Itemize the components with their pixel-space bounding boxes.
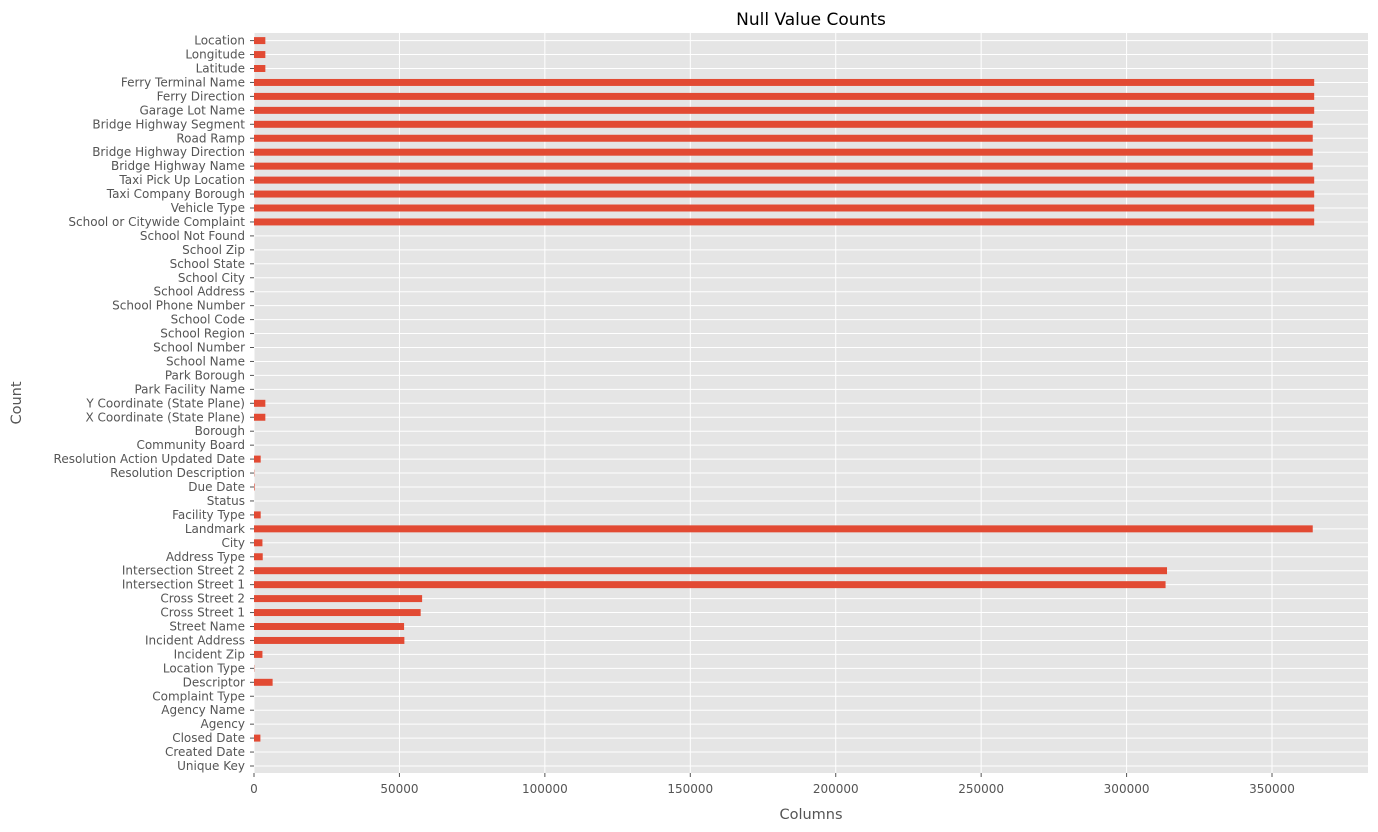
bar-landmark	[254, 525, 1313, 533]
y-tick-label-unique-key: Unique Key	[177, 759, 245, 773]
bar-cross-street-2	[254, 595, 423, 603]
bar-school-or-citywide-complaint	[254, 218, 1315, 226]
y-tick-label-school-address: School Address	[154, 285, 245, 299]
y-tick-label-cross-street-2: Cross Street 2	[160, 592, 245, 606]
bar-location	[254, 37, 266, 45]
bar-bridge-highway-direction	[254, 148, 1313, 156]
bar-ferry-direction	[254, 92, 1315, 100]
x-tick-label: 50000	[380, 782, 418, 796]
bar-facility-type	[254, 511, 261, 519]
y-tick-label-x-coordinate-state-plane: X Coordinate (State Plane)	[86, 410, 246, 424]
bar-bridge-highway-segment	[254, 120, 1313, 128]
y-tick-label-resolution-description: Resolution Description	[110, 466, 245, 480]
y-tick-label-taxi-company-borough: Taxi Company Borough	[106, 187, 245, 201]
y-tick-label-garage-lot-name: Garage Lot Name	[140, 103, 246, 117]
bar-address-type	[254, 553, 263, 561]
y-tick-label-incident-zip: Incident Zip	[174, 647, 245, 661]
y-tick-label-created-date: Created Date	[165, 745, 245, 759]
y-tick-label-borough: Borough	[195, 424, 245, 438]
y-tick-label-school-code: School Code	[171, 313, 245, 327]
y-tick-label-ferry-terminal-name: Ferry Terminal Name	[121, 75, 245, 89]
y-tick-label-school-number: School Number	[153, 341, 245, 355]
y-tick-label-school-name: School Name	[166, 354, 245, 368]
y-tick-label-agency-name: Agency Name	[161, 703, 245, 717]
bars	[254, 37, 1315, 742]
y-tick-label-school-zip: School Zip	[182, 243, 245, 257]
y-tick-label-school-city: School City	[178, 271, 245, 285]
y-tick-label-agency: Agency	[200, 717, 245, 731]
y-tick-label-park-facility-name: Park Facility Name	[134, 382, 245, 396]
y-tick-label-y-coordinate-state-plane: Y Coordinate (State Plane)	[85, 396, 245, 410]
y-tick-label-descriptor: Descriptor	[183, 675, 245, 689]
y-tick-label-closed-date: Closed Date	[172, 731, 245, 745]
bar-city	[254, 539, 263, 547]
y-tick-label-location: Location	[194, 34, 245, 48]
y-tick-label-longitude: Longitude	[185, 48, 245, 62]
y-tick-label-school-or-citywide-complaint: School or Citywide Complaint	[68, 215, 245, 229]
bar-x-coordinate-state-plane	[254, 413, 266, 421]
y-tick-label-ferry-direction: Ferry Direction	[157, 89, 245, 103]
y-tick-label-city: City	[221, 536, 245, 550]
y-tick-label-intersection-street-2: Intersection Street 2	[122, 564, 245, 578]
bar-resolution-action-updated-date	[254, 455, 261, 463]
bar-bridge-highway-name	[254, 162, 1313, 170]
y-tick-label-school-phone-number: School Phone Number	[112, 299, 245, 313]
bar-street-name	[254, 623, 405, 630]
y-tick-label-landmark: Landmark	[185, 522, 245, 536]
y-tick-label-bridge-highway-segment: Bridge Highway Segment	[92, 117, 245, 131]
y-tick-label-road-ramp: Road Ramp	[176, 131, 245, 145]
x-tick-label: 250000	[958, 782, 1004, 796]
bar-road-ramp	[254, 134, 1313, 142]
y-tick-label-intersection-street-1: Intersection Street 1	[122, 578, 245, 592]
y-tick-label-complaint-type: Complaint Type	[152, 689, 245, 703]
y-tick-label-community-board: Community Board	[136, 438, 245, 452]
x-tick-label: 300000	[1104, 782, 1150, 796]
bar-incident-address	[254, 636, 405, 644]
bar-cross-street-1	[254, 609, 421, 617]
chart-title: Null Value Counts	[736, 10, 886, 30]
bar-intersection-street-1	[254, 581, 1166, 589]
x-tick-labels: 0 50000 100000 150000 200000 250000 300000 3500…	[250, 773, 1295, 796]
bar-longitude	[254, 51, 266, 59]
bar-taxi-company-borough	[254, 190, 1315, 198]
bar-y-coordinate-state-plane	[254, 399, 266, 407]
y-tick-label-due-date: Due Date	[188, 480, 245, 494]
bar-due-date	[254, 483, 255, 491]
x-tick-label: 350000	[1249, 782, 1295, 796]
x-tick-label: 0	[250, 782, 258, 796]
bar-ferry-terminal-name	[254, 78, 1315, 86]
bar-descriptor	[254, 678, 273, 686]
y-tick-label-location-type: Location Type	[163, 661, 245, 675]
y-tick-label-street-name: Street Name	[169, 620, 245, 634]
y-tick-label-school-region: School Region	[160, 327, 245, 341]
y-tick-label-latitude: Latitude	[196, 62, 245, 76]
y-tick-label-address-type: Address Type	[166, 550, 245, 564]
y-tick-label-park-borough: Park Borough	[165, 368, 245, 382]
y-tick-label-taxi-pick-up-location: Taxi Pick Up Location	[118, 173, 245, 187]
bar-closed-date	[254, 734, 261, 742]
bar-intersection-street-2	[254, 567, 1168, 575]
bar-garage-lot-name	[254, 106, 1315, 114]
x-axis-title: Columns	[779, 807, 842, 823]
bar-incident-zip	[254, 650, 263, 658]
y-tick-label-bridge-highway-name: Bridge Highway Name	[111, 159, 245, 173]
y-tick-label-cross-street-1: Cross Street 1	[160, 606, 245, 620]
y-tick-label-school-state: School State	[170, 257, 245, 271]
x-tick-label: 200000	[813, 782, 859, 796]
y-axis-title: Count	[9, 381, 25, 424]
y-tick-label-vehicle-type: Vehicle Type	[171, 201, 245, 215]
bar-latitude	[254, 65, 266, 72]
bar-taxi-pick-up-location	[254, 176, 1315, 184]
y-tick-label-bridge-highway-direction: Bridge Highway Direction	[92, 145, 245, 159]
y-tick-label-status: Status	[207, 494, 245, 508]
bar-vehicle-type	[254, 204, 1315, 212]
y-tick-label-incident-address: Incident Address	[145, 633, 245, 647]
x-tick-label: 100000	[522, 782, 568, 796]
y-tick-label-school-not-found: School Not Found	[140, 229, 245, 243]
y-tick-label-facility-type: Facility Type	[172, 508, 245, 522]
x-tick-label: 150000	[667, 782, 713, 796]
y-tick-label-resolution-action-updated-date: Resolution Action Updated Date	[54, 452, 245, 466]
